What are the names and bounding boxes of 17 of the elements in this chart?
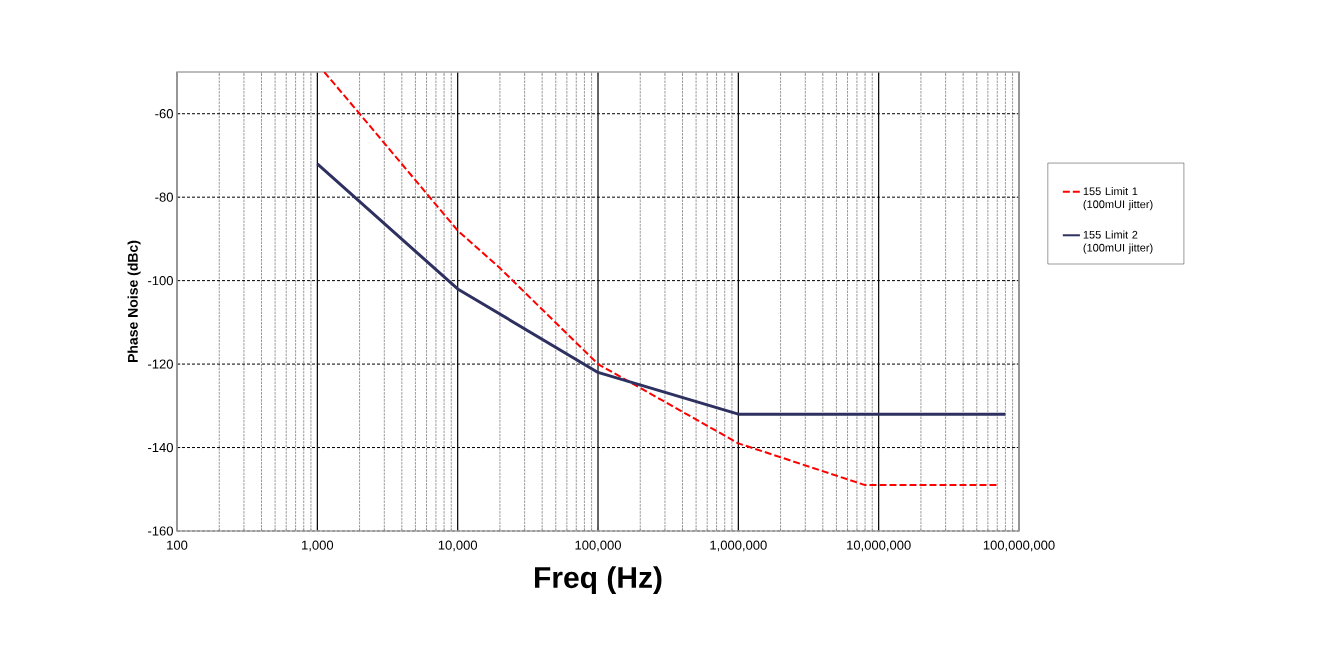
- y-axis-title: Phase Noise (dBc): [127, 240, 141, 363]
- x-tick-label: 1,000: [302, 540, 334, 552]
- x-tick-label: 1,000,000: [710, 540, 767, 552]
- x-tick-label: 10,000,000: [847, 540, 911, 552]
- y-tick-label: -160: [148, 526, 173, 536]
- y-tick-label: -120: [148, 359, 173, 369]
- y-tick-label: -60: [155, 109, 173, 119]
- x-tick-label: 10,000: [438, 540, 478, 552]
- y-tick-label: -80: [155, 192, 173, 202]
- legend-label: 155 Limit 2 (100mUI jitter): [1083, 230, 1153, 254]
- x-axis-title: Freq (Hz): [535, 566, 662, 595]
- y-tick-label: -100: [148, 276, 173, 286]
- y-tick-label: -140: [148, 442, 173, 453]
- x-tick-label: 100,000: [575, 540, 621, 552]
- x-tick-label: 100: [167, 540, 188, 550]
- x-tick-label: 100,000,000: [983, 540, 1055, 552]
- legend-label: 155 Limit 1 (100mUI jitter): [1083, 187, 1153, 211]
